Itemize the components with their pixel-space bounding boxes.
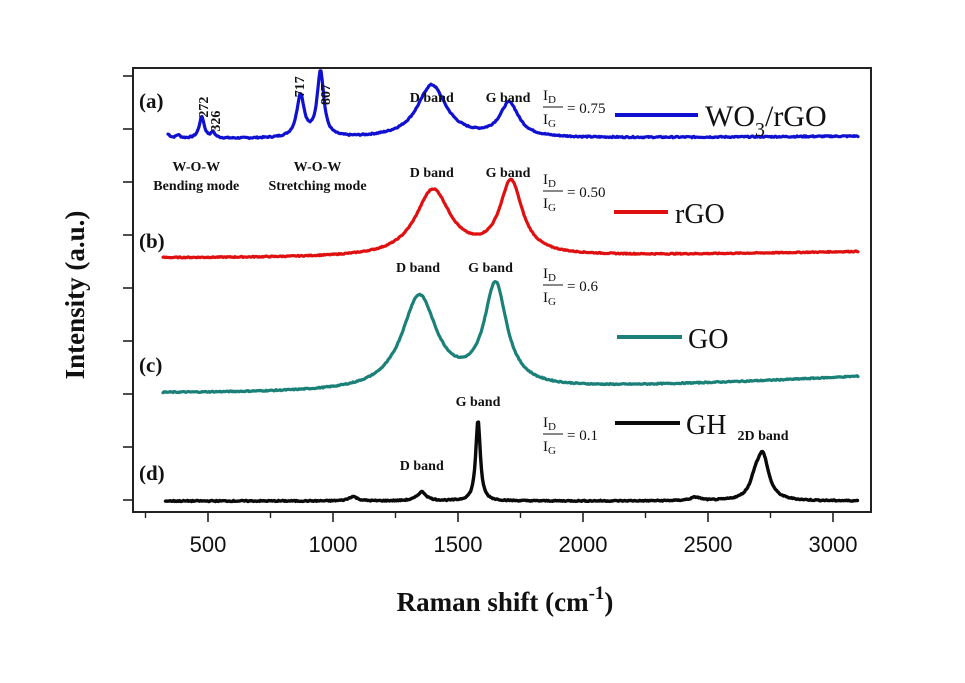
- axes: [132, 67, 872, 513]
- ticks: 500 1000 1500 2000 2500 3000: [123, 75, 858, 557]
- x-tick-label: 500: [190, 532, 227, 557]
- panel-label: (c): [139, 353, 162, 377]
- peak-label: 272: [197, 97, 212, 118]
- mode-label-line2: Stretching mode: [268, 179, 366, 194]
- peak-label: 807: [319, 84, 334, 105]
- x-tick-label: 2500: [684, 532, 733, 557]
- series-line-wo3-rgo: [166, 69, 860, 140]
- series: [161, 69, 860, 504]
- legend-label: rGO: [675, 199, 725, 230]
- mode-label-line1: W-O-W: [294, 160, 342, 175]
- series-line-rgo: [161, 177, 860, 260]
- panel-label: (b): [139, 229, 165, 253]
- mode-label-line2: Bending mode: [153, 179, 239, 194]
- x-axis-label: Raman shift (cm-1): [397, 583, 614, 617]
- band-label: D band: [400, 459, 444, 474]
- x-tick-label: 1000: [309, 532, 358, 557]
- mode-label-line1: W-O-W: [172, 160, 220, 175]
- plot-frame: [132, 67, 872, 513]
- y-axis-label: Intensity (a.u.): [60, 211, 90, 380]
- x-tick-label: 1500: [434, 532, 483, 557]
- band-label: 2D band: [738, 429, 789, 444]
- peak-label: 326: [209, 111, 224, 132]
- series-line-gh: [163, 420, 860, 504]
- band-label: D band: [410, 91, 454, 106]
- band-label: D band: [396, 261, 440, 276]
- x-tick-label: 2000: [559, 532, 608, 557]
- legend-label: GO: [688, 324, 728, 355]
- series-line-go: [161, 280, 860, 395]
- band-label: G band: [486, 166, 531, 181]
- ratio-value: = 0.75: [567, 101, 605, 117]
- band-label: G band: [456, 395, 501, 410]
- panel-label: (a): [139, 89, 164, 113]
- ratio-value: = 0.6: [567, 279, 598, 295]
- ratio-value: = 0.1: [567, 428, 598, 444]
- band-label: G band: [468, 261, 513, 276]
- band-label: G band: [486, 91, 531, 106]
- legend-label: GH: [686, 410, 726, 441]
- ratio-value: = 0.50: [567, 185, 605, 201]
- legend: WO3/rGO rGO GO GH: [614, 100, 827, 441]
- peak-label: 717: [293, 76, 308, 97]
- x-tick-label: 3000: [809, 532, 858, 557]
- band-label: D band: [410, 166, 454, 181]
- legend-label: WO3/rGO: [705, 100, 827, 141]
- panel-label: (d): [139, 461, 165, 485]
